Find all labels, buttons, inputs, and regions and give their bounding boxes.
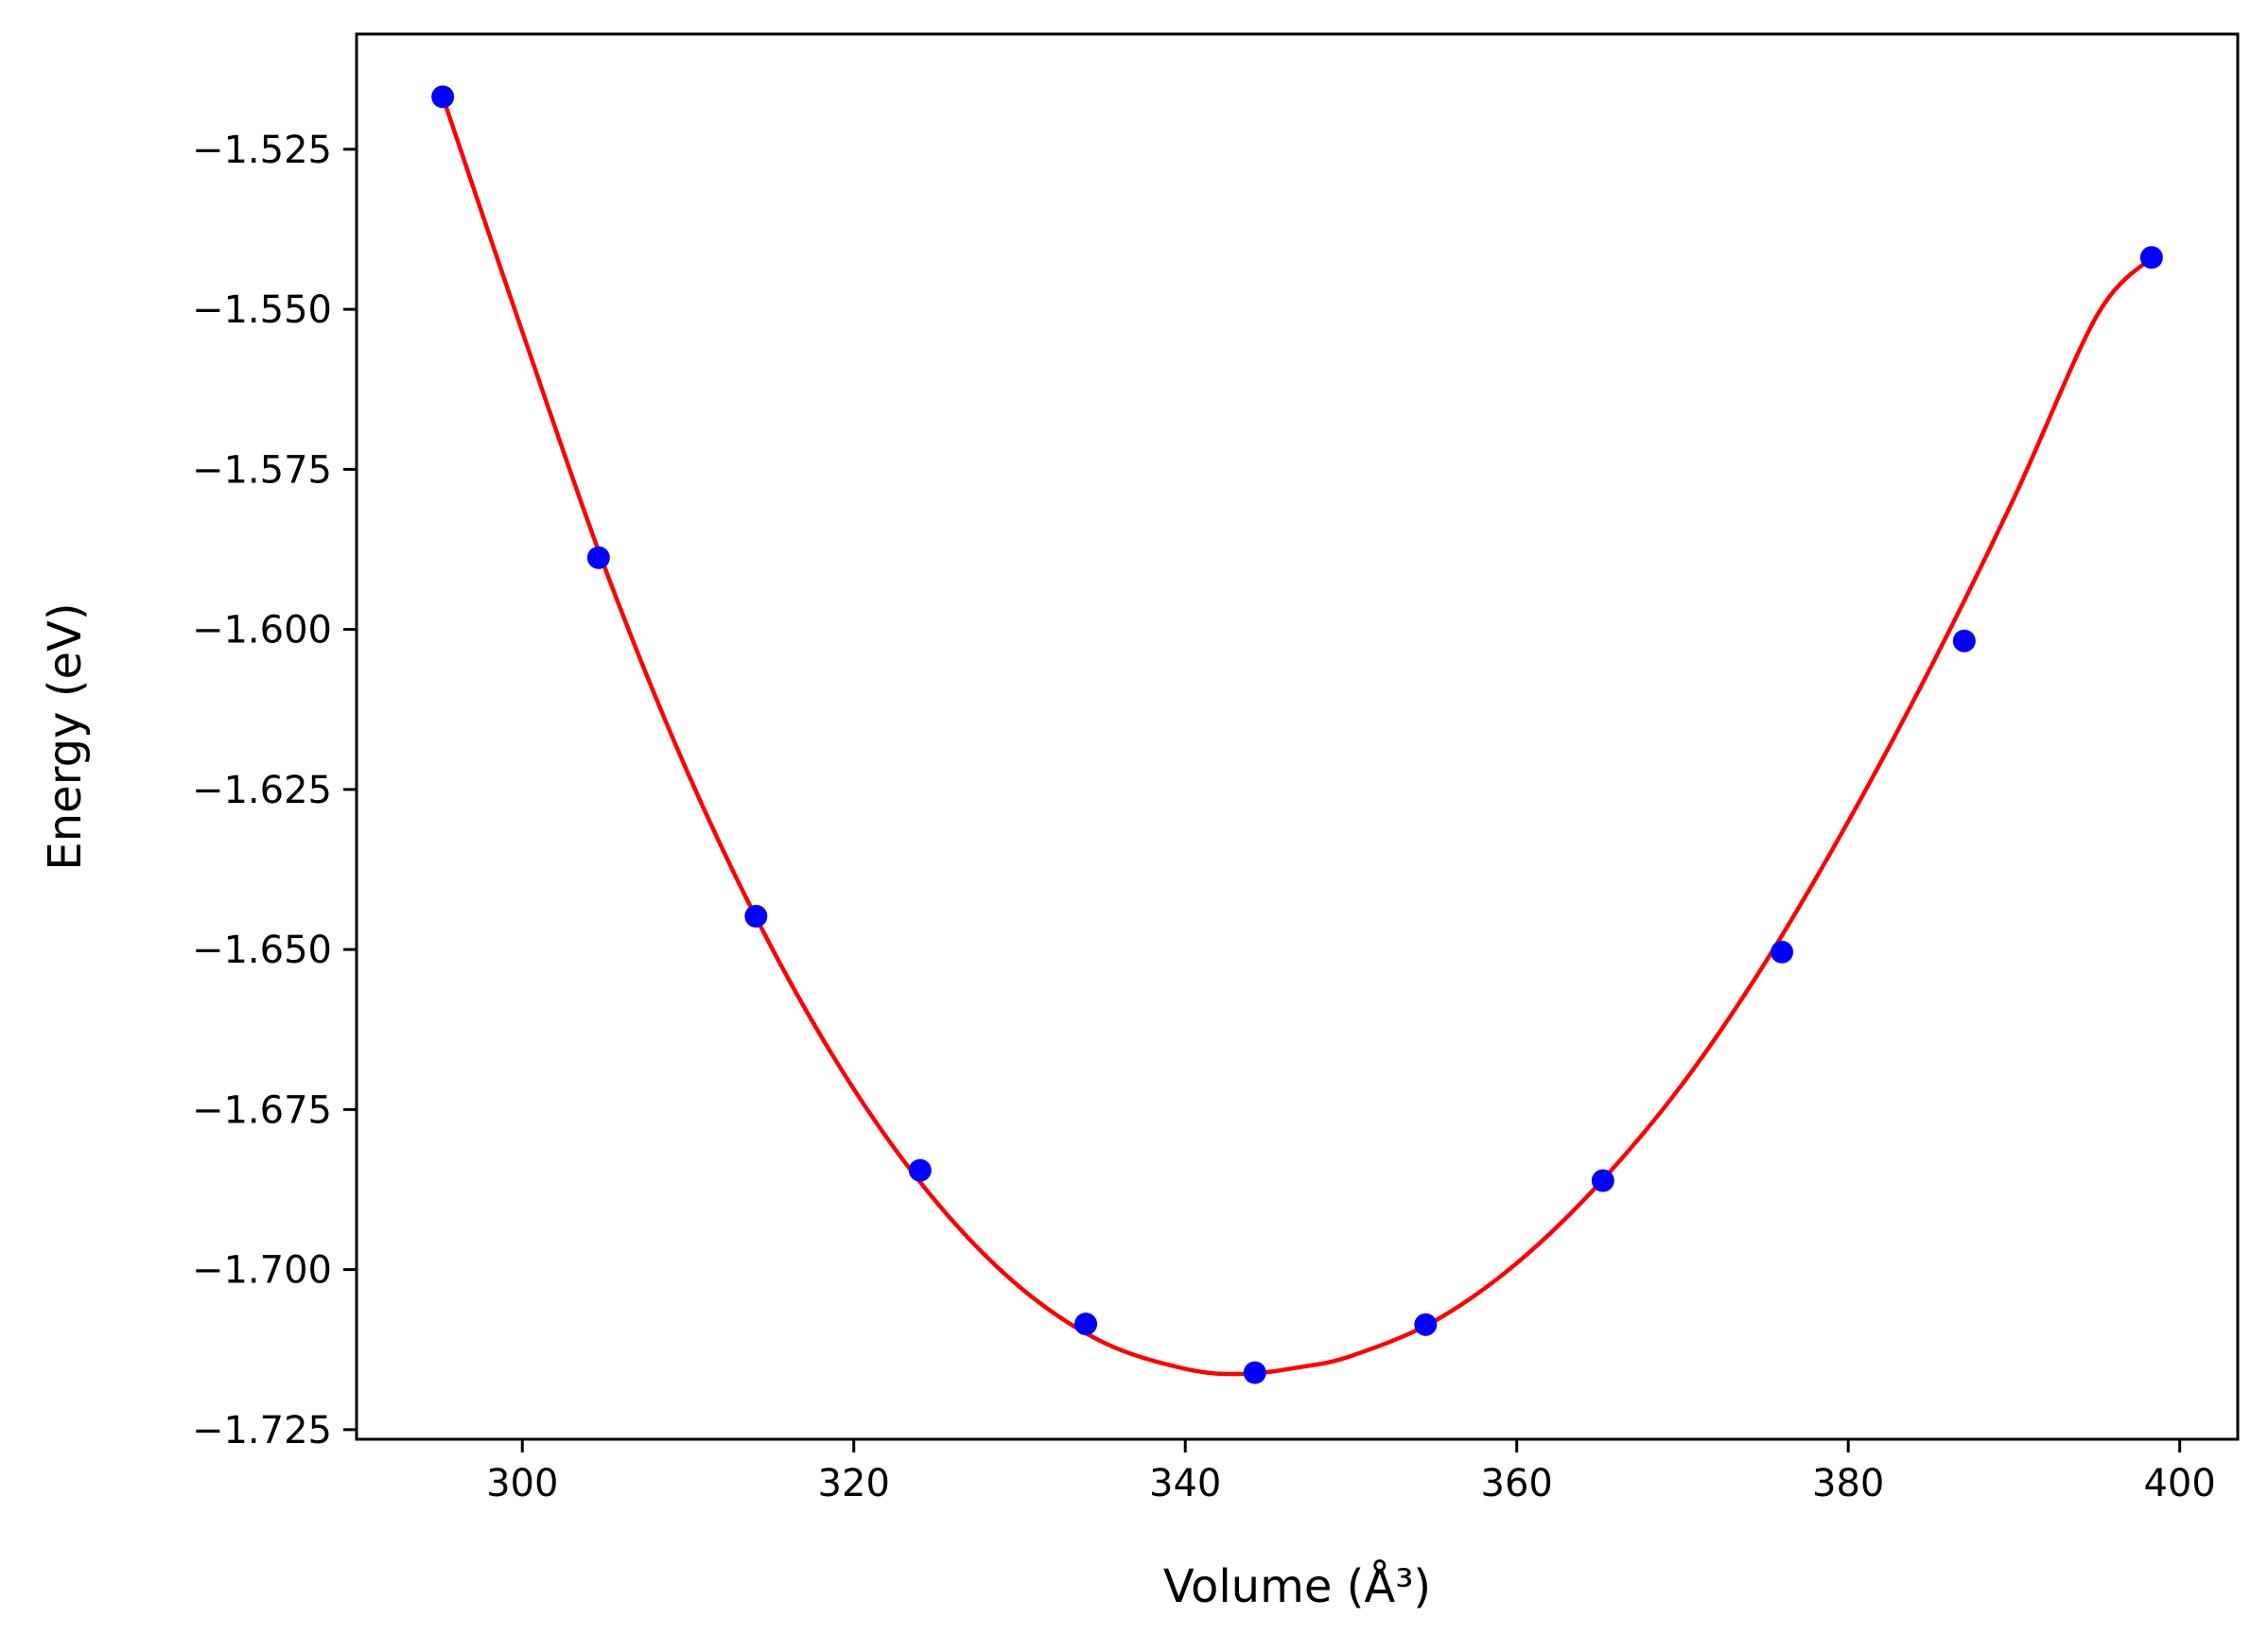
data-point: [2139, 246, 2163, 270]
y-tick-label: −1.525: [192, 129, 332, 172]
data-point: [1952, 629, 1976, 652]
data-point: [908, 1158, 932, 1182]
x-tick-label: 360: [1481, 1462, 1553, 1505]
data-point: [1771, 940, 1794, 964]
x-axis: 300 320 340 360 380 400: [486, 1439, 2216, 1505]
x-tick-label: 320: [818, 1462, 890, 1505]
data-point: [586, 546, 610, 569]
x-axis-label: Volume (Å³): [1163, 1559, 1431, 1613]
y-tick-label: −1.650: [192, 929, 332, 972]
data-point: [1414, 1313, 1438, 1336]
data-point: [1074, 1313, 1098, 1336]
data-point: [1591, 1169, 1614, 1192]
plot-area: [431, 85, 2163, 1384]
y-tick-label: −1.550: [192, 288, 332, 332]
y-axis-label: Energy (eV): [39, 602, 92, 870]
y-tick-label: −1.600: [192, 609, 332, 652]
y-axis: −1.525 −1.550 −1.575 −1.600 −1.625 −1.650 −1.6…: [192, 129, 357, 1452]
x-tick-label: 400: [2143, 1462, 2215, 1505]
fit-curve-line: [440, 96, 2154, 1377]
y-tick-label: −1.725: [192, 1409, 332, 1452]
data-point: [431, 85, 455, 109]
data-point: [1243, 1361, 1266, 1384]
y-tick-label: −1.625: [192, 769, 332, 812]
x-tick-label: 380: [1812, 1462, 1884, 1505]
data-point: [744, 904, 768, 928]
y-tick-label: −1.575: [192, 448, 332, 492]
plot-frame: [355, 32, 2240, 1441]
y-tick-label: −1.675: [192, 1088, 332, 1132]
x-tick-label: 300: [486, 1462, 558, 1505]
y-tick-label: −1.700: [192, 1249, 332, 1293]
x-tick-label: 340: [1149, 1462, 1221, 1505]
